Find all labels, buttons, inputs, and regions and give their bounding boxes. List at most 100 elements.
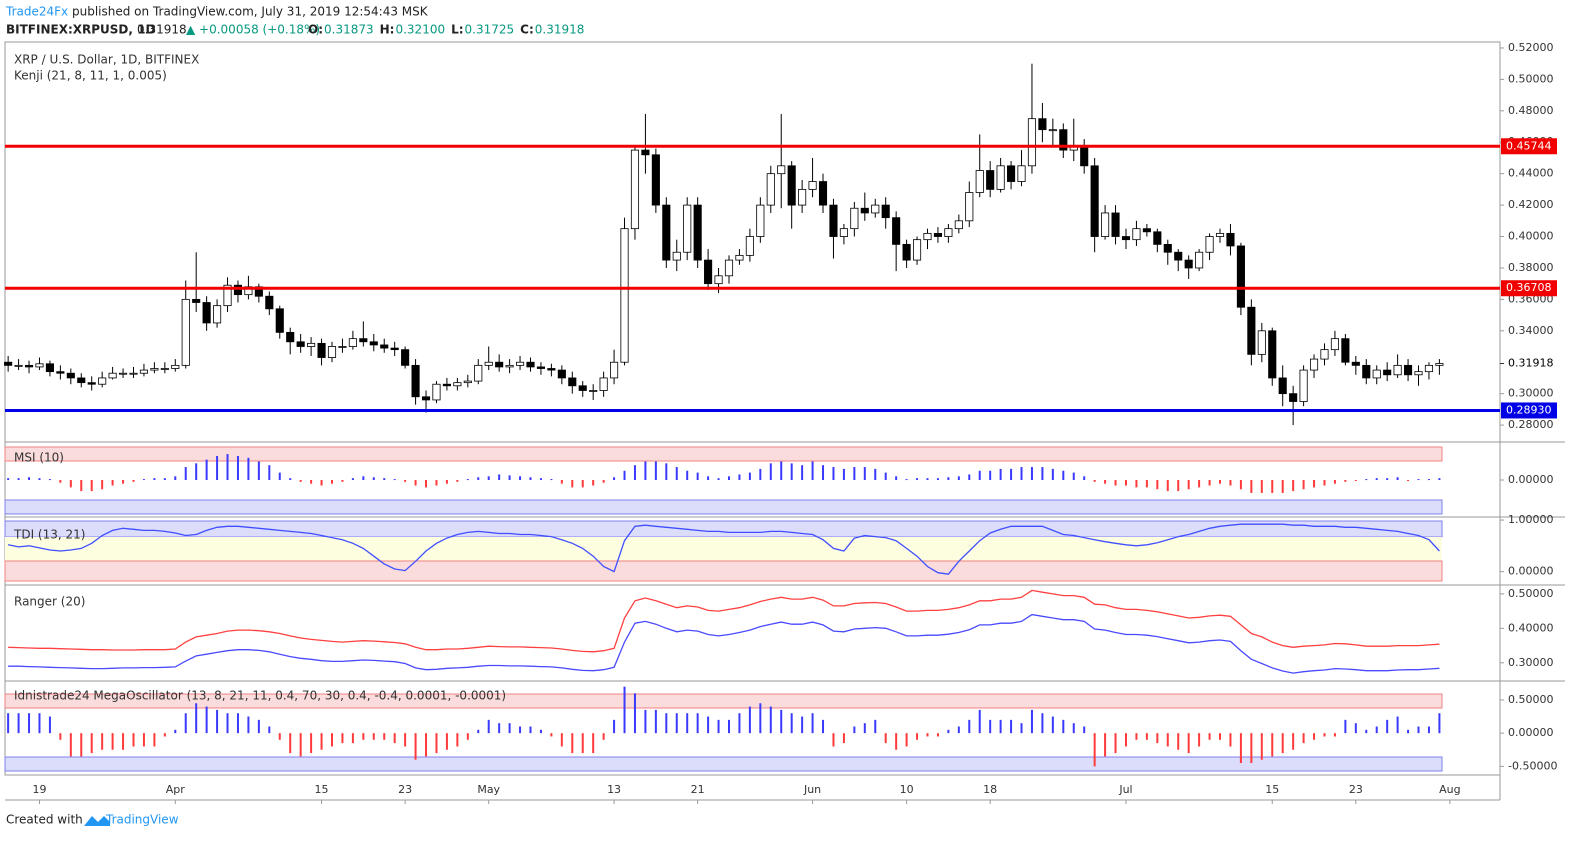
- histogram-bar: [1166, 480, 1169, 492]
- histogram-bar: [1104, 733, 1107, 757]
- histogram-bar: [675, 713, 678, 734]
- histogram-bar: [1030, 467, 1033, 480]
- histogram-bar: [1135, 733, 1138, 740]
- quote-value: 0.31918: [535, 23, 585, 37]
- histogram-bar: [487, 719, 490, 734]
- footer-text: Created with: [6, 813, 83, 827]
- histogram-bar: [905, 733, 908, 747]
- histogram-bar: [1177, 480, 1180, 492]
- histogram-bar: [393, 479, 396, 481]
- candle-body: [933, 232, 942, 237]
- histogram-bar: [404, 480, 407, 482]
- candle-body: [724, 259, 734, 277]
- x-tick-label: 23: [1349, 783, 1363, 796]
- candle-body: [233, 284, 243, 296]
- histogram-bar: [665, 713, 668, 734]
- candle-body: [578, 385, 587, 391]
- x-tick-label: 15: [1265, 783, 1279, 796]
- candle-body: [1038, 118, 1047, 131]
- candle-body: [1330, 338, 1339, 351]
- histogram-bar: [1083, 726, 1086, 734]
- tradingview-logo: [84, 816, 110, 826]
- histogram-bar: [863, 723, 866, 734]
- quote-value: 0.31725: [465, 23, 515, 37]
- histogram-bar: [1010, 468, 1013, 480]
- histogram-bar: [1438, 478, 1441, 480]
- histogram-bar: [1323, 733, 1326, 737]
- histogram-bar: [675, 467, 678, 480]
- histogram-bar: [1313, 733, 1316, 740]
- candle-body: [66, 372, 75, 379]
- candle-body: [1174, 251, 1183, 261]
- histogram-bar: [707, 716, 710, 734]
- candle-body: [1404, 364, 1413, 376]
- histogram-bar: [28, 713, 31, 734]
- y-tick-label: 0.34000: [1508, 324, 1554, 337]
- candle-body: [213, 305, 222, 324]
- candle-body: [536, 366, 545, 369]
- histogram-bar: [644, 709, 647, 734]
- histogram-bar: [153, 733, 156, 747]
- histogram-bar: [539, 478, 542, 480]
- histogram-bar: [310, 480, 313, 484]
- candle-body: [1393, 364, 1402, 376]
- histogram-bar: [383, 478, 386, 480]
- x-tick-label: 10: [900, 783, 914, 796]
- histogram-bar: [654, 709, 657, 734]
- histogram-bar: [884, 472, 887, 480]
- candle-body: [432, 383, 441, 401]
- candle-body: [672, 251, 681, 261]
- quote-value: 0.32100: [395, 23, 445, 37]
- histogram-bar: [1020, 723, 1023, 734]
- histogram-bar: [686, 713, 689, 734]
- histogram-bar: [738, 474, 741, 480]
- histogram-bar: [205, 459, 208, 480]
- candle-body: [474, 364, 483, 382]
- candle-body: [599, 377, 608, 391]
- y-tick-label: 0.50000: [1508, 693, 1554, 706]
- histogram-bar: [372, 477, 375, 480]
- candle-body: [1372, 369, 1381, 379]
- histogram-bar: [1260, 733, 1263, 760]
- candle-body: [1027, 118, 1037, 167]
- histogram-bar: [780, 709, 783, 734]
- candle-body: [996, 165, 1005, 190]
- histogram-bar: [707, 476, 710, 480]
- histogram-bar: [571, 480, 574, 488]
- histogram-bar: [1292, 480, 1295, 492]
- histogram-bar: [362, 733, 365, 740]
- x-tick-label: May: [477, 783, 500, 796]
- histogram-bar: [1417, 726, 1420, 734]
- histogram-bar: [968, 474, 971, 480]
- histogram-bar: [1166, 733, 1169, 747]
- publisher[interactable]: Trade24Fx: [5, 5, 68, 19]
- histogram-bar: [184, 713, 187, 734]
- histogram-bar: [1156, 480, 1159, 490]
- histogram-bar: [1281, 733, 1284, 754]
- y-tick-label: 0.00000: [1508, 565, 1554, 578]
- candle-body: [923, 232, 932, 241]
- histogram-bar: [1344, 719, 1347, 734]
- candle-body: [526, 361, 535, 368]
- footer-brand[interactable]: TradingView: [105, 813, 179, 827]
- candle-body: [965, 192, 974, 222]
- histogram-bar: [257, 719, 260, 734]
- histogram-bar: [59, 733, 62, 740]
- histogram-bar: [101, 733, 104, 750]
- histogram-bar: [310, 733, 313, 754]
- candle-body: [150, 368, 159, 371]
- candle-body: [118, 372, 128, 375]
- histogram-bar: [905, 479, 908, 481]
- histogram-bar: [1407, 480, 1410, 481]
- histogram-bar: [487, 476, 490, 480]
- histogram-bar: [268, 465, 271, 480]
- histogram-bar: [717, 719, 720, 734]
- candle-body: [139, 369, 149, 374]
- histogram-bar: [665, 463, 668, 480]
- histogram-bar: [519, 476, 522, 480]
- histogram-bar: [153, 478, 156, 480]
- x-tick-label: 23: [398, 783, 412, 796]
- candle-body: [1414, 371, 1423, 376]
- histogram-bar: [1375, 726, 1378, 734]
- candle-body: [421, 396, 431, 401]
